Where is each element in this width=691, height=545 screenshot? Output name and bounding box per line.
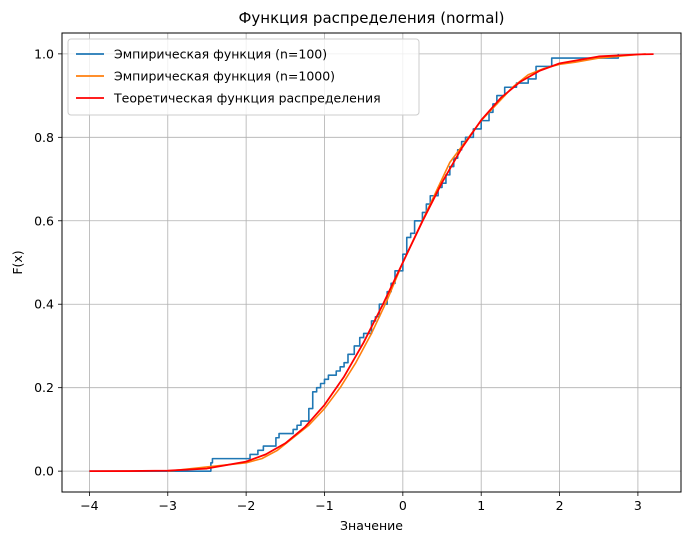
x-tick-label: −1 <box>315 498 333 513</box>
legend-label-2: Эмпирическая функция (n=1000) <box>114 69 335 84</box>
x-tick-label: −2 <box>237 498 255 513</box>
y-tick-label: 0.4 <box>34 297 54 312</box>
x-tick-label: 0 <box>399 498 407 513</box>
legend-label-1: Эмпирическая функция (n=100) <box>114 47 327 62</box>
y-tick-label: 0.8 <box>34 130 54 145</box>
y-tick-label: 0.6 <box>34 213 54 228</box>
x-tick-label: −3 <box>159 498 177 513</box>
series-layer <box>89 53 654 473</box>
y-tick-label: 0.2 <box>34 380 54 395</box>
x-tick-label: 1 <box>477 498 485 513</box>
chart-title: Функция распределения (normal) <box>239 9 505 27</box>
legend: Эмпирическая функция (n=100) Эмпирическая… <box>67 38 420 116</box>
ticks: −4 −3 −2 −1 0 1 2 3 0.0 0.2 0.4 0.6 0.8 1.0 <box>34 46 642 513</box>
y-tick-label: 0.0 <box>34 464 54 479</box>
x-tick-label: 2 <box>556 498 564 513</box>
y-tick-label: 1.0 <box>34 46 54 61</box>
plot-frame <box>61 32 682 493</box>
legend-label-3: Теоретическая функция распределения <box>113 91 381 106</box>
legend-box <box>67 38 420 116</box>
series-line-3 <box>89 53 654 473</box>
x-tick-label: −4 <box>80 498 98 513</box>
x-axis-title: Значение <box>340 518 403 533</box>
x-tick-label: 3 <box>634 498 642 513</box>
y-axis-title: F(x) <box>10 250 25 274</box>
